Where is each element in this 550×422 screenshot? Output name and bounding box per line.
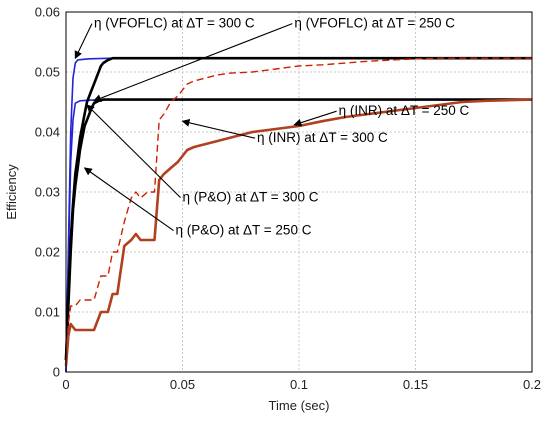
- annotations: η (VFOFLC) at ΔT = 300 C η (VFOFLC) at ΔT…: [74, 16, 470, 238]
- x-tick-label: 0.2: [523, 377, 541, 392]
- x-tick-label: 0.1: [290, 377, 308, 392]
- annotation-label: η (VFOFLC) at ΔT = 250 C: [294, 16, 455, 31]
- x-axis-label: Time (sec): [269, 398, 330, 413]
- x-tick-label: 0.05: [170, 377, 195, 392]
- series-line-3: [64, 56, 532, 361]
- y-axis-label: Efficiency: [4, 164, 19, 220]
- annotation-arrow: [181, 118, 256, 139]
- annotation-label: η (P&O) at ΔT = 250 C: [176, 223, 312, 238]
- y-tick-label: 0.04: [35, 125, 60, 140]
- y-tick-label: 0.05: [35, 65, 60, 80]
- x-tick-label: 0: [62, 377, 69, 392]
- annotation-arrow: [293, 110, 337, 127]
- annotation-arrow: [83, 167, 174, 232]
- annotation-arrow: [74, 23, 93, 60]
- y-tick-label: 0.03: [35, 185, 60, 200]
- annotation-label: η (INR) at ΔT = 300 C: [257, 130, 388, 145]
- y-tick-label: 0: [53, 365, 60, 380]
- annotation-arrow: [93, 23, 293, 102]
- series-line-5: [65, 57, 532, 367]
- y-tick-label: 0.01: [35, 305, 60, 320]
- x-tick-label: 0.15: [403, 377, 428, 392]
- series-group: [64, 56, 533, 373]
- tick-labels: 0 0.05 0.1 0.15 0.2 0 0.01 0.02 0.03 0.04 0.05 0.06: [35, 5, 541, 393]
- annotation-arrow: [86, 104, 181, 198]
- annotation-label: η (P&O) at ΔT = 300 C: [183, 190, 319, 205]
- plot-frame: [65, 11, 533, 373]
- annotation-label: η (VFOFLC) at ΔT = 300 C: [94, 16, 255, 31]
- y-tick-label: 0.02: [35, 245, 60, 260]
- annotation-label: η (INR) at ΔT = 250 C: [339, 103, 470, 118]
- y-tick-label: 0.06: [35, 5, 60, 20]
- series-line-6: [64, 98, 533, 367]
